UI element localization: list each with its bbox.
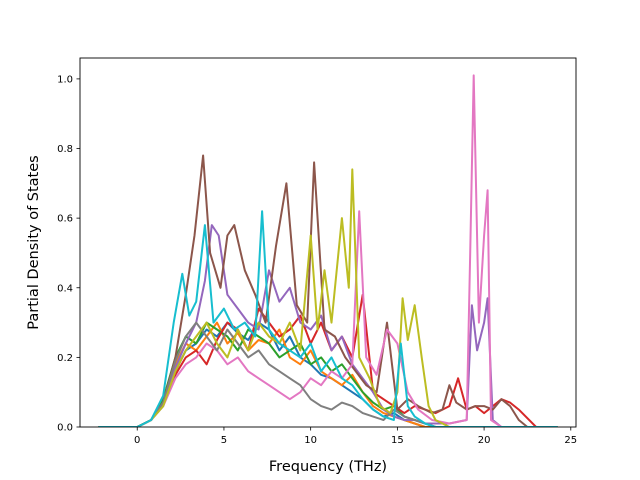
series-line-5	[98, 224, 558, 427]
y-tick-label: 1.0	[57, 74, 73, 85]
x-tick-label: 15	[391, 435, 404, 446]
y-tick-label: 0.8	[57, 144, 73, 155]
y-axis-label: Partial Density of States	[26, 155, 42, 329]
x-tick-label: 5	[221, 435, 227, 446]
x-tick-label: 25	[564, 435, 577, 446]
plot-area	[80, 58, 576, 427]
series-line-9	[98, 168, 558, 427]
series-line-8	[98, 321, 558, 427]
series-line-6	[98, 154, 558, 427]
series-line-10	[98, 210, 558, 427]
y-tick-label: 0.2	[57, 353, 73, 364]
x-tick-label: 10	[304, 435, 317, 446]
series-layer	[98, 74, 558, 427]
series-line-7	[98, 74, 558, 427]
plot-frame	[79, 57, 577, 428]
y-tick-label: 0.6	[57, 214, 73, 225]
x-axis-ticks: 0 5 10 15 20 25	[134, 427, 577, 446]
x-tick-label: 20	[478, 435, 491, 446]
y-tick-label: 0.0	[57, 423, 73, 434]
series-line-3	[98, 321, 558, 427]
x-axis-label: Frequency (THz)	[269, 459, 387, 475]
x-tick-label: 0	[134, 435, 140, 446]
y-tick-label: 0.4	[57, 283, 73, 294]
y-axis-ticks: 0.0 0.2 0.4 0.6 0.8 1.0	[57, 74, 80, 434]
